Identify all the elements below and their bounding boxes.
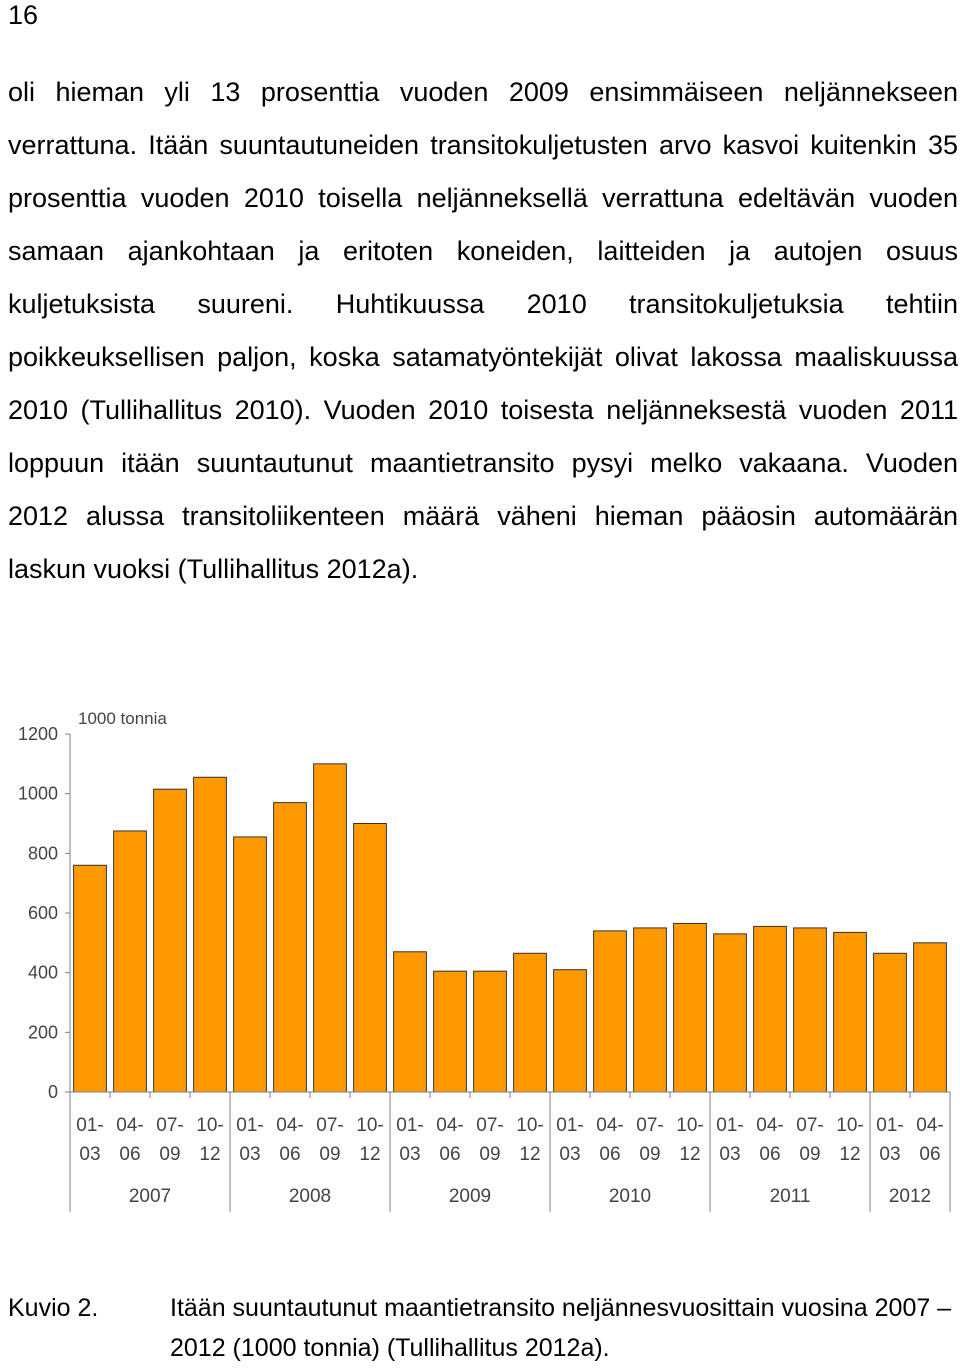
x-tick-label: 09 (159, 1144, 180, 1165)
x-tick-label: 04- (916, 1115, 943, 1136)
bar (793, 927, 827, 1093)
x-tick-label: 12 (679, 1144, 700, 1165)
x-tick-label: 07- (636, 1115, 663, 1136)
x-tick-label: 10- (516, 1115, 543, 1136)
x-tick-label: 01- (876, 1115, 903, 1136)
y-tick-label: 600 (28, 903, 58, 923)
x-tick-label: 01- (556, 1115, 583, 1136)
bar (153, 788, 187, 1093)
x-tick-label: 03 (559, 1144, 580, 1165)
y-tick-label: 800 (28, 843, 58, 863)
x-tick-label: 07- (316, 1115, 343, 1136)
y-tick-label: 400 (28, 963, 58, 983)
body-paragraph: oli hieman yli 13 prosenttia vuoden 2009… (8, 77, 958, 584)
x-tick-label: 09 (319, 1144, 340, 1165)
bar (113, 830, 147, 1093)
bar (233, 836, 267, 1093)
x-tick-label: 06 (759, 1144, 780, 1165)
x-group-label: 2009 (449, 1186, 491, 1207)
x-tick-label: 09 (639, 1144, 660, 1165)
x-tick-label: 06 (439, 1144, 460, 1165)
x-group-label: 2011 (770, 1186, 811, 1207)
x-tick-label: 10- (356, 1115, 383, 1136)
bar (673, 922, 707, 1093)
x-axis: 01- 03 04- 06 07- 09 10- 12 01- 03 04- 06 07- 09 10- 12… (69, 1091, 951, 1212)
y-tick-label: 1200 (18, 724, 58, 744)
bar (273, 802, 307, 1093)
x-tick-label: 01- (716, 1115, 743, 1136)
x-group-label: 2008 (289, 1186, 331, 1207)
y-tick-label: 1000 (18, 784, 58, 804)
bar (633, 927, 667, 1093)
y-tick-label: 200 (28, 1022, 58, 1042)
bar (873, 952, 907, 1093)
x-tick-label: 12 (199, 1144, 220, 1165)
chart-unit-label: 1000 tonnia (78, 709, 167, 728)
x-tick-label: 07- (476, 1115, 503, 1136)
caption-text: Itään suuntautunut maantietransito neljä… (170, 1294, 952, 1362)
x-tick-label: 03 (79, 1144, 100, 1165)
y-axis: 0 200 400 600 800 1000 1200 (18, 724, 71, 1102)
bar (913, 942, 947, 1093)
x-tick-label: 09 (799, 1144, 820, 1165)
bar (593, 930, 627, 1093)
x-tick-label: 04- (756, 1115, 783, 1136)
x-tick-label: 04- (276, 1115, 303, 1136)
x-tick-label: 07- (156, 1115, 183, 1136)
x-tick-label: 06 (119, 1144, 140, 1165)
x-tick-label: 03 (399, 1144, 420, 1165)
bar (473, 970, 507, 1093)
bar (353, 823, 387, 1093)
x-tick-label: 04- (116, 1115, 143, 1136)
bar (73, 864, 107, 1093)
bar (753, 925, 787, 1093)
x-tick-label: 04- (596, 1115, 623, 1136)
x-tick-label: 01- (396, 1115, 423, 1136)
bar (433, 970, 467, 1093)
bar (553, 969, 587, 1093)
x-tick-label: 09 (479, 1144, 500, 1165)
x-group-label: 2007 (129, 1186, 171, 1207)
x-tick-label: 10- (836, 1115, 863, 1136)
caption-label: Kuvio 2. (8, 1294, 99, 1322)
x-tick-label: 10- (676, 1115, 703, 1136)
x-tick-label: 03 (719, 1144, 740, 1165)
x-tick-label: 06 (279, 1144, 300, 1165)
x-tick-label: 12 (359, 1144, 380, 1165)
x-tick-label: 04- (436, 1115, 463, 1136)
x-tick-label: 03 (879, 1144, 900, 1165)
page-number: 16 (8, 0, 39, 30)
x-tick-label: 07- (796, 1115, 823, 1136)
bar-chart: 1000 tonnia 0 200 400 600 800 1000 1200 01- 03 0… (0, 700, 960, 1220)
bar (193, 776, 227, 1093)
x-tick-label: 03 (239, 1144, 260, 1165)
x-tick-label: 01- (236, 1115, 263, 1136)
bar (393, 951, 427, 1093)
x-tick-label: 12 (839, 1144, 860, 1165)
x-tick-label: 12 (519, 1144, 540, 1165)
x-tick-label: 01- (76, 1115, 103, 1136)
x-tick-label: 06 (599, 1144, 620, 1165)
x-tick-label: 10- (196, 1115, 223, 1136)
bars-group (73, 763, 947, 1093)
bar (713, 933, 747, 1093)
y-tick-label: 0 (48, 1082, 58, 1102)
bar (313, 763, 347, 1093)
bar (513, 952, 547, 1093)
x-group-label: 2010 (609, 1186, 651, 1207)
x-group-label: 2012 (889, 1186, 931, 1207)
bar (833, 931, 867, 1093)
x-tick-label: 06 (919, 1144, 940, 1165)
